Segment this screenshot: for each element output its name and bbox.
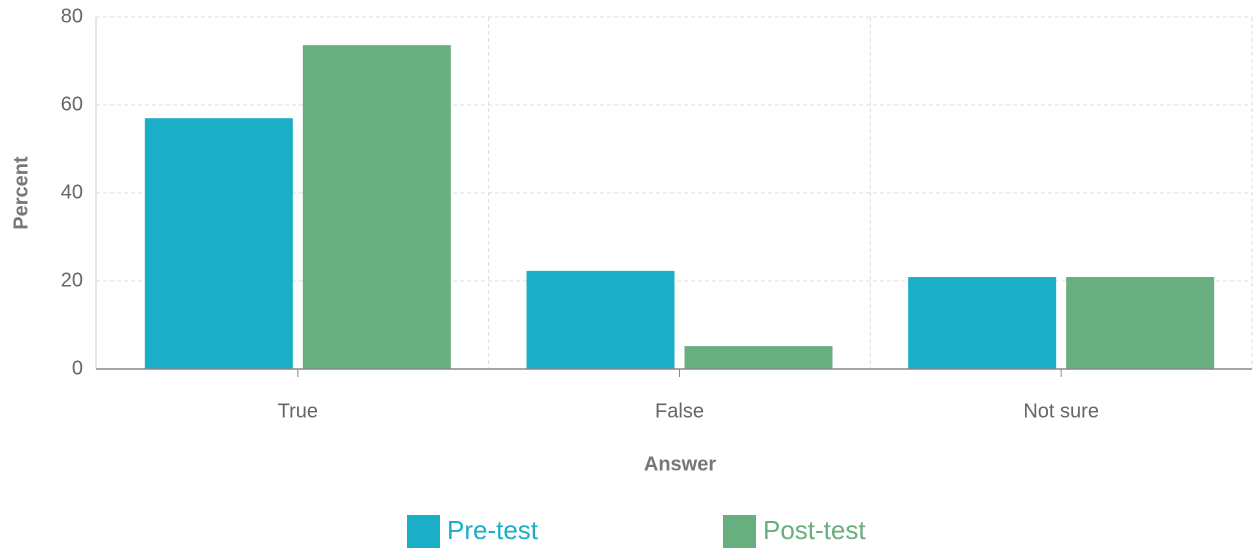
x-tick-label: False [655, 400, 704, 422]
y-axis-title: Percent [10, 156, 32, 230]
bar [908, 277, 1057, 369]
y-tick-label: 0 [72, 357, 83, 379]
x-axis-title: Answer [644, 453, 716, 475]
legend-label: Post-test [763, 515, 866, 545]
bar [684, 346, 833, 369]
y-tick-label: 60 [61, 93, 83, 115]
legend-label: Pre-test [447, 515, 539, 545]
y-tick-label: 80 [61, 5, 83, 27]
x-tick-label: Not sure [1023, 400, 1099, 422]
legend-swatch [407, 515, 440, 548]
bar [526, 270, 675, 369]
bar [302, 45, 451, 369]
bar [144, 118, 293, 369]
y-tick-label: 20 [61, 269, 83, 291]
x-tick-label: True [278, 400, 318, 422]
y-tick-label: 40 [61, 181, 83, 203]
bar [1066, 277, 1215, 369]
legend-swatch [723, 515, 756, 548]
